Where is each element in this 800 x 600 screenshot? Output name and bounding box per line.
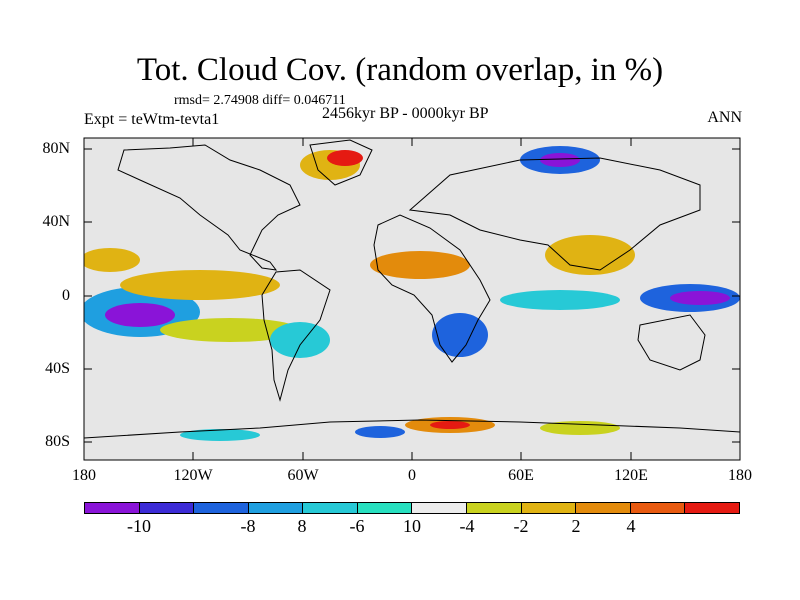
colorbar-swatch xyxy=(630,503,686,513)
colorbar-swatch xyxy=(467,503,522,513)
anomaly-patch xyxy=(327,150,363,166)
greenland-outline xyxy=(309,139,373,186)
africa-outline xyxy=(373,214,491,363)
colorbar-swatch xyxy=(139,503,195,513)
lon-label: 60E xyxy=(508,467,534,484)
lat-label: 80N xyxy=(42,140,70,157)
anomaly-patch xyxy=(545,235,635,275)
colorbar-swatch xyxy=(303,503,358,513)
colorbar-label: -8 xyxy=(240,516,256,536)
colorbar-swatch xyxy=(248,503,304,513)
eurasia-outline xyxy=(408,157,701,271)
experiment-label: Expt = teWtm-tevta1 xyxy=(84,111,220,128)
anomaly-patch xyxy=(432,313,488,357)
lon-label: 180 xyxy=(72,467,96,484)
colorbar-swatch xyxy=(576,503,631,513)
anomaly-patch xyxy=(540,153,580,167)
colorbar-label: 4 xyxy=(626,516,636,536)
lon-label: 120E xyxy=(614,467,648,484)
colorbar xyxy=(84,502,740,514)
australia-outline xyxy=(637,314,706,371)
colorbar-swatch xyxy=(85,503,140,513)
lat-label: 80S xyxy=(45,433,70,450)
anomaly-patch xyxy=(670,291,730,305)
lat-label: 40S xyxy=(45,360,70,377)
anomaly-patch xyxy=(355,426,405,438)
antarctica-outline xyxy=(84,419,740,439)
colorbar-label: -6 xyxy=(349,516,365,536)
colorbar-swatch xyxy=(357,503,413,513)
colorbar-swatch xyxy=(194,503,249,513)
anomaly-patch xyxy=(180,429,260,441)
south-america-outline xyxy=(261,269,331,402)
colorbar-label: 10 xyxy=(403,516,421,536)
anomaly-patch xyxy=(120,270,280,300)
lat-label: 0 xyxy=(62,287,70,304)
chart-title: Tot. Cloud Cov. (random overlap, in %) xyxy=(136,52,664,88)
anomaly-patch xyxy=(500,290,620,310)
lon-label: 180 xyxy=(728,467,752,484)
period-label: 2456kyr BP - 0000kyr BP xyxy=(322,105,489,122)
colorbar-label: 8 xyxy=(297,516,307,536)
colorbar-swatch xyxy=(685,503,739,513)
coastlines xyxy=(84,139,740,439)
lon-label: 60W xyxy=(287,467,319,484)
colorbar-label: -10 xyxy=(127,516,151,536)
lon-label: 0 xyxy=(408,467,416,484)
axis-ticks xyxy=(83,138,741,460)
colorbar-label: 2 xyxy=(571,516,581,536)
anomaly-patch xyxy=(270,322,330,358)
colorbar-swatch xyxy=(412,503,468,513)
colorbar-label: -2 xyxy=(513,516,529,536)
north-america-outline xyxy=(117,144,301,271)
lat-label: 40N xyxy=(42,213,70,230)
lon-label: 120W xyxy=(173,467,213,484)
anomaly-patch xyxy=(430,421,470,429)
anomaly-patch xyxy=(105,303,175,327)
colorbar-label: -4 xyxy=(459,516,475,536)
stats-text: rmsd= 2.74908 diff= 0.046711 xyxy=(174,93,346,108)
map-field xyxy=(84,138,740,460)
anomaly-patch xyxy=(370,251,470,279)
colorbar-swatch xyxy=(521,503,577,513)
season-label: ANN xyxy=(707,109,742,126)
anomaly-patch xyxy=(84,248,140,272)
